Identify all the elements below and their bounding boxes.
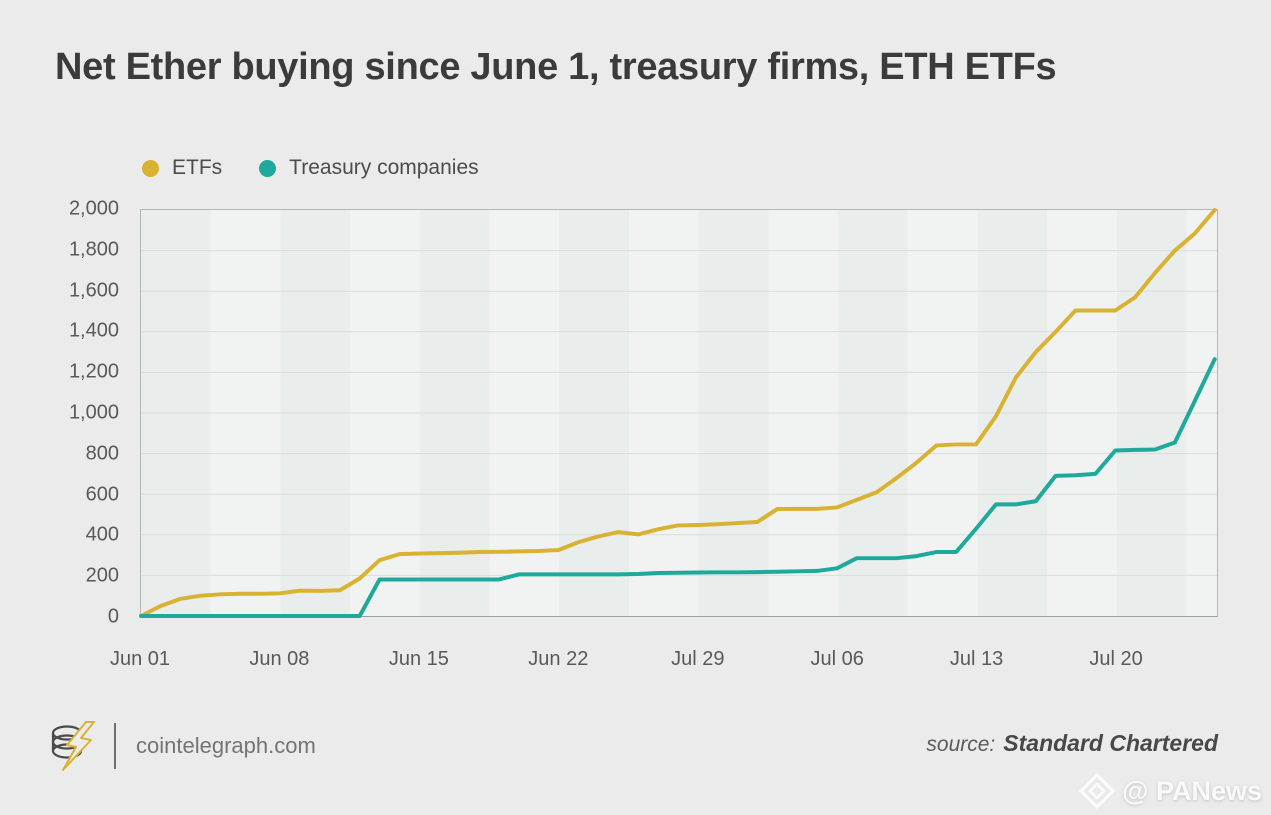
x-axis-tick-label: Jul 06: [810, 648, 864, 670]
plot-area: [139, 208, 1218, 618]
legend-item-treasury-companies: Treasury companies: [259, 156, 479, 180]
legend-label-treasury-companies: Treasury companies: [289, 156, 479, 179]
chart-legend: ETFs Treasury companies: [142, 156, 479, 180]
y-axis-tick-label: 0: [107, 605, 119, 628]
x-axis-tick-label: Jun 08: [249, 648, 310, 670]
y-axis-tick-label: 600: [85, 483, 119, 506]
y-axis-tick-label: 1,600: [68, 279, 119, 302]
legend-item-etfs: ETFs: [142, 156, 222, 180]
y-axis-tick-label: 1,200: [68, 360, 119, 383]
footer-divider: [114, 723, 116, 769]
lightning-bolt-icon: [62, 721, 95, 771]
treasury-companies-swatch-icon: [259, 159, 277, 177]
y-axis-tick-label: 1,400: [68, 319, 119, 342]
panews-diamond-icon: [1079, 773, 1116, 809]
etfs-swatch-icon: [142, 159, 159, 177]
y-axis-tick-label: 800: [85, 442, 119, 465]
x-axis-tick-label: Jul 29: [671, 648, 725, 670]
source-credit: source: Standard Chartered: [926, 730, 1218, 757]
y-axis-tick-label: 2,000: [68, 197, 119, 220]
y-axis-tick-label: 400: [85, 523, 119, 546]
y-axis-tick-label: 200: [85, 564, 119, 587]
site-url: cointelegraph.com: [136, 733, 316, 758]
y-axis-tick-label: 1,800: [68, 238, 119, 261]
source-name: Standard Chartered: [1003, 730, 1218, 756]
y-axis-tick-label: 1,000: [68, 401, 119, 424]
x-axis: Jun 01 Jun 08 Jun 15 Jun 22 Jul 29 Jul 06 Jul …: [110, 648, 1218, 676]
footer-brand: cointelegraph.com: [50, 720, 316, 772]
x-axis-tick-label: Jul 20: [1089, 648, 1143, 670]
line-chart: [139, 208, 1217, 618]
treasury-companies-line-series: [139, 357, 1217, 618]
chart-title: Net Ether buying since June 1, treasury …: [55, 46, 1057, 88]
y-axis: 0 200 400 600 800 1,000 1,200 1,400 1,600 1,800 2,…: [0, 198, 119, 628]
x-axis-tick-label: Jun 22: [528, 648, 589, 670]
source-prefix: source:: [926, 733, 996, 756]
cointelegraph-logo-icon: [51, 721, 95, 771]
watermark: @ PANews: [1079, 773, 1262, 809]
x-axis-tick-label: Jun 15: [388, 648, 449, 670]
x-axis-tick-label: Jul 13: [949, 648, 1004, 670]
watermark-text: @ PANews: [1122, 775, 1262, 806]
etfs-line-series: [139, 208, 1217, 618]
legend-label-etfs: ETFs: [172, 156, 223, 179]
x-axis-tick-label: Jun 01: [109, 648, 171, 670]
